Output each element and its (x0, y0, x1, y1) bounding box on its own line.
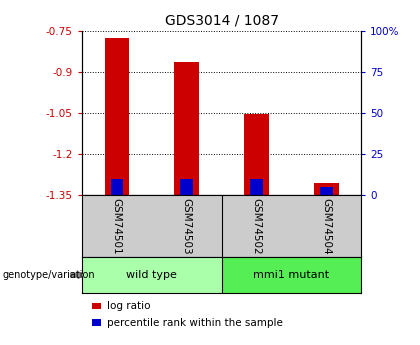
Text: GSM74502: GSM74502 (252, 198, 262, 254)
Bar (244, 114, 269, 195)
Text: percentile rank within the sample: percentile rank within the sample (107, 318, 283, 327)
Bar (222, 257, 361, 293)
Bar (314, 183, 339, 195)
Text: GSM74501: GSM74501 (112, 198, 122, 254)
Bar (110, 178, 123, 195)
Bar (82, 257, 222, 293)
Bar (105, 38, 129, 195)
Text: mmi1 mutant: mmi1 mutant (253, 270, 329, 280)
Bar (180, 178, 193, 195)
Text: GSM74503: GSM74503 (181, 198, 192, 254)
Bar (250, 178, 263, 195)
Text: GSM74504: GSM74504 (321, 198, 331, 254)
Bar (320, 187, 333, 195)
Bar (174, 62, 199, 195)
Text: genotype/variation: genotype/variation (2, 270, 95, 280)
Text: wild type: wild type (126, 270, 177, 280)
Text: log ratio: log ratio (107, 301, 151, 311)
Title: GDS3014 / 1087: GDS3014 / 1087 (165, 13, 278, 27)
